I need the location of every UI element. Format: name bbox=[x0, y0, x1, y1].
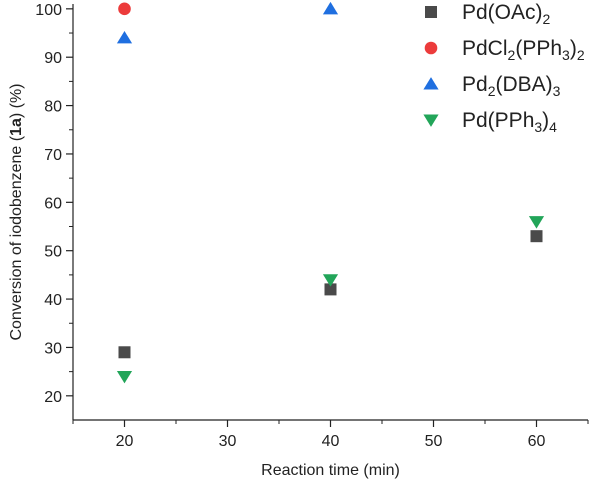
x-tick-label: 30 bbox=[219, 433, 237, 450]
legend-marker-3 bbox=[423, 114, 439, 127]
y-tick-label: 20 bbox=[44, 389, 62, 406]
data-point-series-3 bbox=[322, 274, 339, 287]
x-tick-label: 50 bbox=[425, 433, 443, 450]
x-tick-label: 60 bbox=[528, 433, 546, 450]
y-tick-label: 30 bbox=[44, 340, 62, 357]
y-tick-label: 40 bbox=[44, 292, 62, 309]
legend-label-2: Pd2(DBA)3 bbox=[462, 73, 561, 99]
y-axis-title-suffix: ) (%) bbox=[8, 83, 25, 118]
y-tick-label: 80 bbox=[44, 99, 62, 116]
data-point-series-1 bbox=[118, 2, 131, 16]
y-axis-title-bold: 1a bbox=[8, 118, 25, 136]
data-point-series-0 bbox=[530, 230, 543, 243]
y-axis-title-prefix: Conversion of iodobenzene ( bbox=[8, 135, 25, 340]
data-point-series-0 bbox=[324, 283, 337, 296]
legend-label-3: Pd(PPh3)4 bbox=[462, 109, 557, 135]
data-point-series-2 bbox=[322, 1, 339, 15]
x-tick-label: 40 bbox=[322, 433, 340, 450]
y-tick-label: 60 bbox=[44, 195, 62, 212]
x-axis-title: Reaction time (min) bbox=[261, 462, 400, 479]
legend-label-1: PdCl2(PPh3)2 bbox=[462, 37, 585, 63]
y-tick-label: 50 bbox=[44, 244, 62, 261]
legend: Pd(OAc)2 PdCl2(PPh3)2 Pd2(DBA)3 Pd(PPh3)4 bbox=[423, 1, 585, 135]
legend-marker-1 bbox=[424, 41, 438, 55]
legend-marker-0 bbox=[425, 6, 437, 18]
legend-label-0: Pd(OAc)2 bbox=[462, 1, 551, 27]
y-tick-label: 70 bbox=[44, 147, 62, 164]
y-tick-label: 100 bbox=[35, 2, 62, 19]
data-point-series-3 bbox=[116, 370, 133, 384]
axes bbox=[72, 4, 588, 421]
data-point-series-3 bbox=[528, 216, 545, 229]
data-points bbox=[116, 1, 545, 384]
data-point-series-0 bbox=[118, 346, 131, 359]
data-point-series-2 bbox=[116, 30, 133, 44]
y-tick-label: 90 bbox=[44, 50, 62, 67]
x-tick-label: 20 bbox=[116, 433, 134, 450]
legend-marker-2 bbox=[423, 77, 439, 90]
y-axis-title: Conversion of iodobenzene (1a) (%) bbox=[8, 83, 25, 340]
ticks: 20 30 40 50 60 20 30 40 50 60 70 80 90 100 bbox=[35, 2, 589, 450]
